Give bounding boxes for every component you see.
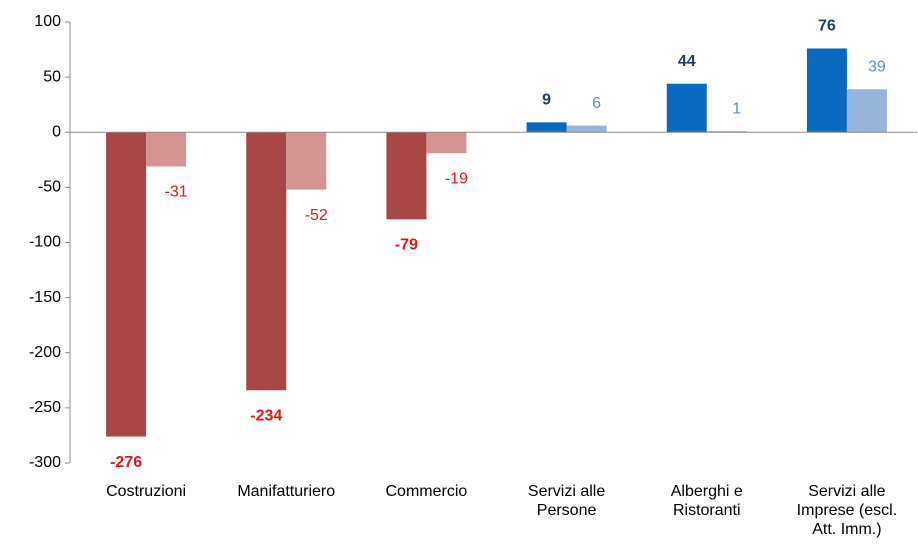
bar — [666, 83, 707, 133]
bar — [526, 122, 567, 133]
y-tick-label: -50 — [38, 179, 61, 196]
bar — [706, 131, 747, 133]
y-tick-label: -100 — [29, 234, 61, 251]
value-label: 6 — [592, 95, 601, 112]
y-tick-label: -150 — [29, 289, 61, 306]
x-tick-label: Servizi alle Imprese (escl. Att. Imm.) — [796, 483, 898, 538]
y-tick-label: 100 — [34, 13, 61, 30]
value-label: -19 — [445, 170, 468, 187]
bar — [286, 132, 327, 190]
value-label: -234 — [250, 407, 282, 424]
y-tick-label: 0 — [52, 123, 61, 140]
x-tick-label: Alberghi e Ristoranti — [670, 483, 743, 519]
value-label: 1 — [732, 100, 741, 117]
x-tick-label: Servizi alle Persone — [527, 483, 606, 519]
bar — [386, 132, 427, 220]
x-tick-label: Manifatturiero — [237, 483, 336, 500]
bar — [426, 132, 467, 154]
bar — [246, 132, 287, 391]
value-label: 9 — [542, 92, 551, 109]
value-label: -79 — [395, 237, 418, 254]
bar — [106, 132, 147, 437]
y-tick-label: -200 — [29, 344, 61, 361]
bar — [146, 132, 187, 167]
x-tick-label: Costruzioni — [106, 483, 187, 500]
value-label: -276 — [110, 454, 142, 471]
value-label: -31 — [165, 184, 188, 201]
value-label: -52 — [305, 207, 328, 224]
x-tick-label: Commercio — [385, 483, 468, 500]
y-tick-label: 50 — [43, 68, 61, 85]
value-label: 39 — [868, 58, 886, 75]
bar — [806, 48, 847, 133]
y-tick-label: -300 — [29, 454, 61, 471]
value-label: 76 — [818, 18, 836, 35]
bar — [566, 125, 607, 133]
value-label: 44 — [678, 53, 696, 70]
bar — [846, 89, 887, 133]
y-tick-label: -250 — [29, 399, 61, 416]
